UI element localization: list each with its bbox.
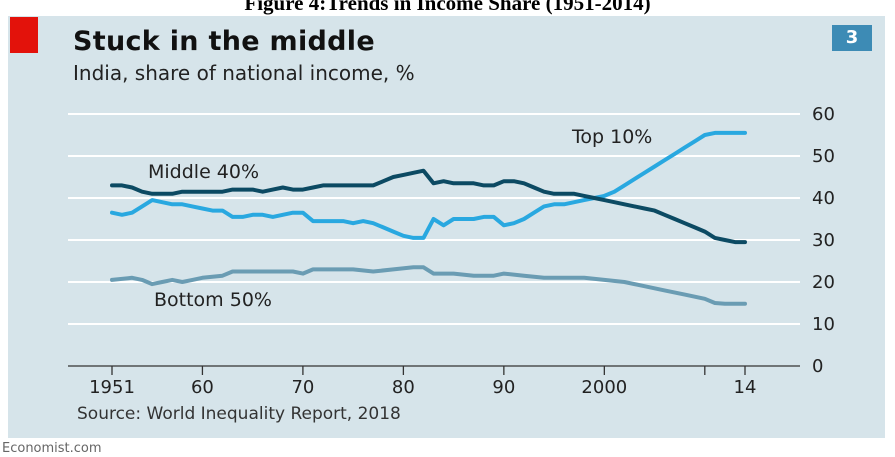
axis-layer: 0 10 20 30 40 50 60 1951 60 70 80 90 2000 14	[68, 104, 835, 398]
chart-number-badge: 3	[832, 25, 872, 51]
x-tick-label-1990: 90	[492, 377, 515, 398]
y-tick-label-10: 10	[812, 314, 835, 335]
series-label-bottom-50: Bottom 50%	[154, 289, 272, 311]
x-tick-label-2000: 2000	[581, 377, 627, 398]
footer-credit: Economist.com	[2, 441, 102, 456]
y-tick-label-20: 20	[812, 272, 835, 293]
figure-caption: Figure 4:Trends in Income Share (1951-20…	[244, 0, 651, 15]
series-layer	[110, 130, 747, 306]
series-line-middle-40	[110, 168, 747, 245]
x-tick-label-1970: 70	[291, 377, 314, 398]
chart-source: Source: World Inequality Report, 2018	[77, 404, 401, 424]
y-tick-label-0: 0	[812, 356, 823, 377]
brand-red-tag	[10, 17, 38, 53]
y-tick-label-60: 60	[812, 104, 835, 125]
y-tick-label-30: 30	[812, 230, 835, 251]
x-tick-label-1960: 60	[191, 377, 214, 398]
x-tick-label-2014: 14	[734, 377, 757, 398]
chart-title: Stuck in the middle	[73, 26, 375, 57]
grid-layer	[68, 113, 800, 325]
series-line-bottom-50	[110, 265, 747, 306]
chart-subtitle: India, share of national income, %	[73, 61, 415, 85]
series-label-top-10: Top 10%	[571, 126, 652, 148]
chart-panel	[8, 16, 885, 438]
y-tick-label-50: 50	[812, 146, 835, 167]
x-tick-label-1980: 80	[392, 377, 415, 398]
series-label-middle-40: Middle 40%	[148, 161, 259, 183]
series-line-top-10	[110, 130, 747, 240]
label-layer: Top 10% Middle 40% Bottom 50%	[148, 126, 652, 311]
y-tick-label-40: 40	[812, 188, 835, 209]
x-tick-label-1951: 1951	[89, 377, 135, 398]
